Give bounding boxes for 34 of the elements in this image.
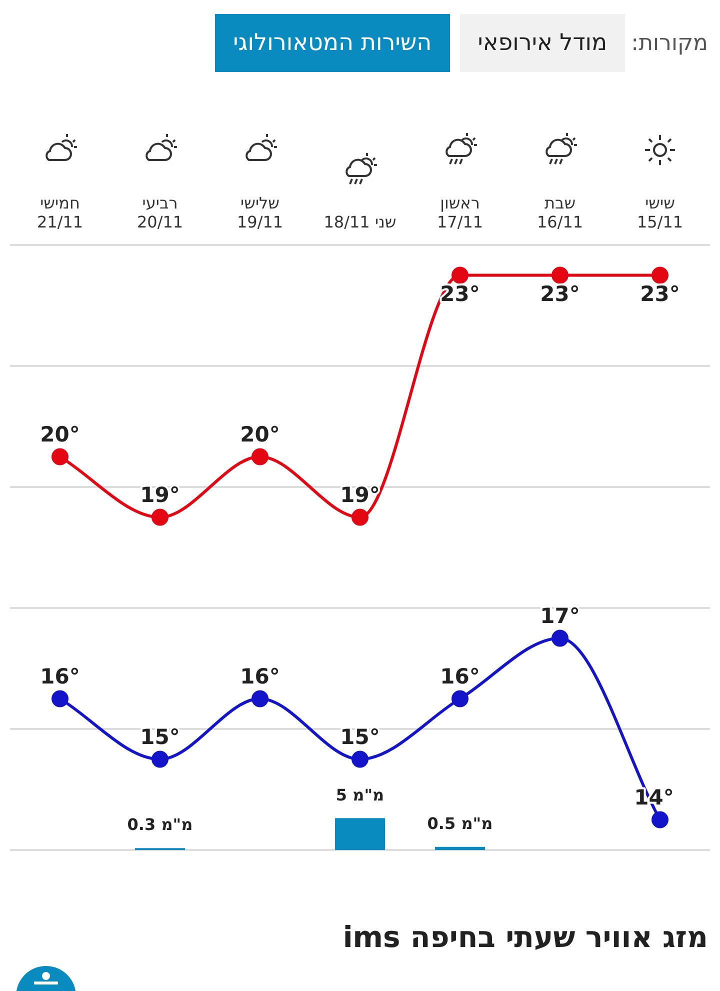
point xyxy=(152,750,168,768)
data-label: 23° xyxy=(640,282,680,306)
point xyxy=(252,690,268,708)
data-label: 16° xyxy=(40,664,80,689)
data-label: 20° xyxy=(240,422,280,447)
data-label: 15° xyxy=(340,725,380,750)
text: מזג אוויר שעתי בחיפה ims xyxy=(342,920,708,954)
point xyxy=(452,690,468,708)
data-label: 16° xyxy=(240,664,280,689)
point xyxy=(52,448,68,466)
point xyxy=(52,690,68,708)
data-label: 15° xyxy=(140,725,180,750)
point xyxy=(652,811,668,828)
point xyxy=(152,508,168,526)
data-label: 23° xyxy=(540,282,580,306)
text: מודל אירופאי xyxy=(460,14,626,72)
data-label: 19° xyxy=(140,483,180,508)
text: השירות המטאורולוגי xyxy=(215,14,450,72)
data-label: 0.5 מ"מ xyxy=(427,814,493,833)
point xyxy=(352,508,368,526)
point xyxy=(652,266,668,284)
data-label: 0.3 מ"מ xyxy=(127,815,193,834)
point xyxy=(552,266,568,284)
point xyxy=(352,750,368,768)
x-tick-label: 18/11 שני xyxy=(324,212,396,232)
point xyxy=(552,630,568,647)
text: מקורות: xyxy=(630,30,709,56)
data-label: 16° xyxy=(440,664,480,689)
point xyxy=(452,266,468,284)
data-label: 19° xyxy=(340,483,380,508)
data-label: 5 מ"מ xyxy=(336,785,384,804)
data-label: 20° xyxy=(40,422,80,447)
point xyxy=(252,448,268,466)
data-label: 17° xyxy=(540,604,580,628)
